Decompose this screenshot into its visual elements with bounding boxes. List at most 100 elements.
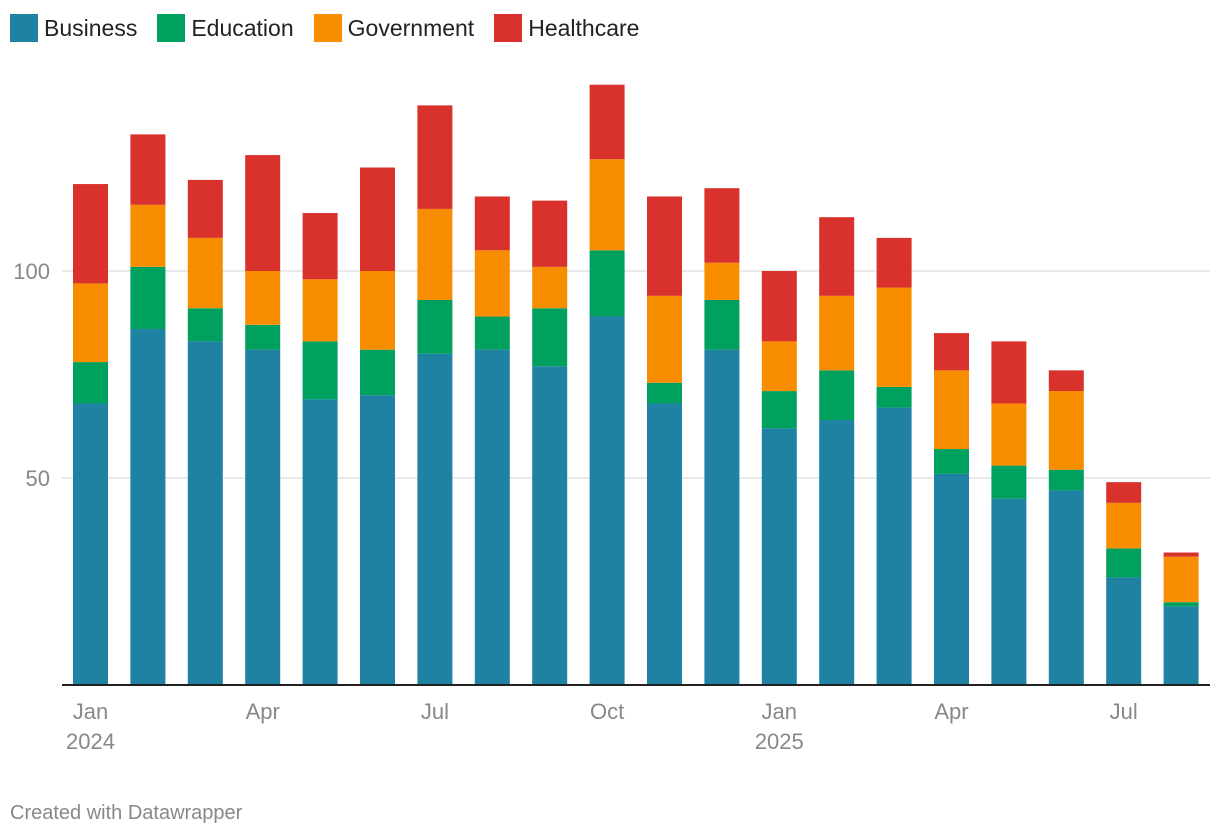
bar-government-apr-2025 <box>934 370 969 450</box>
bar-healthcare-jan-2025 <box>761 271 797 342</box>
bar-healthcare-oct-2024 <box>589 84 625 160</box>
bar-education-mar-2024 <box>187 308 223 342</box>
bar-healthcare-sep-2024 <box>532 200 568 267</box>
bar-government-may-2025 <box>991 403 1027 466</box>
bar-business-may-2024 <box>302 399 338 685</box>
bar-government-jul-2025 <box>1106 502 1142 549</box>
bar-education-feb-2025 <box>819 370 855 421</box>
bar-government-dec-2024 <box>704 262 740 300</box>
bar-government-nov-2024 <box>647 295 682 383</box>
datawrapper-credit: Created with Datawrapper <box>10 802 243 824</box>
bar-healthcare-jun-2025 <box>1048 370 1084 392</box>
bar-business-mar-2024 <box>187 341 223 685</box>
legend-swatch-government <box>313 14 342 42</box>
bar-government-sep-2024 <box>532 266 568 309</box>
bar-government-jan-2024 <box>73 283 108 363</box>
bar-healthcare-aug-2024 <box>474 196 510 251</box>
bar-healthcare-feb-2024 <box>130 134 166 205</box>
bar-business-jun-2024 <box>360 395 395 685</box>
bar-business-dec-2024 <box>704 349 740 685</box>
x-tick-label-jul-6: Jul <box>421 699 449 724</box>
x-tick-label-apr-15: Apr <box>934 699 968 724</box>
legend-label-education: Education <box>191 14 294 41</box>
legend-label-business: Business <box>44 14 138 41</box>
bar-healthcare-may-2024 <box>302 213 338 280</box>
legend-swatch-education <box>157 14 186 42</box>
bar-education-jan-2025 <box>761 391 797 429</box>
x-tick-label-jul-18: Jul <box>1110 699 1138 724</box>
bar-business-oct-2024 <box>589 316 625 685</box>
bar-government-mar-2024 <box>187 237 223 309</box>
bar-government-aug-2025 <box>1163 556 1199 603</box>
legend-label-government: Government <box>347 14 475 41</box>
legend: Business Education Government Healthcare <box>10 12 659 44</box>
x-tick-label-apr-3: Apr <box>246 699 280 724</box>
bar-business-nov-2024 <box>647 403 682 685</box>
bar-healthcare-aug-2025 <box>1163 552 1199 557</box>
bar-business-sep-2024 <box>532 366 568 685</box>
bar-healthcare-jun-2024 <box>360 167 395 271</box>
bar-business-apr-2025 <box>934 473 969 685</box>
bar-education-may-2025 <box>991 465 1027 499</box>
bar-government-feb-2024 <box>130 204 166 267</box>
bar-education-jul-2024 <box>417 299 453 354</box>
bar-education-may-2024 <box>302 341 338 400</box>
x-tick-year-2024: 2024 <box>66 729 115 754</box>
bar-healthcare-mar-2024 <box>187 179 223 238</box>
bar-business-aug-2024 <box>474 349 510 685</box>
legend-swatch-business <box>10 14 38 42</box>
x-tick-year-2025: 2025 <box>755 729 804 754</box>
legend-item-healthcare: Healthcare <box>494 14 639 42</box>
bar-business-aug-2025 <box>1163 606 1199 685</box>
bar-healthcare-jul-2024 <box>417 105 453 209</box>
bar-education-apr-2025 <box>934 449 969 474</box>
bar-business-jul-2025 <box>1106 577 1142 685</box>
bar-education-aug-2024 <box>474 316 510 350</box>
bar-government-apr-2024 <box>245 271 281 325</box>
bar-business-may-2025 <box>991 498 1027 685</box>
legend-item-education: Education <box>157 14 294 42</box>
bar-business-jan-2024 <box>73 403 108 685</box>
bar-healthcare-apr-2024 <box>245 155 281 271</box>
bar-healthcare-dec-2024 <box>704 188 740 263</box>
bar-business-jan-2025 <box>761 428 797 685</box>
y-tick-label-100: 100 <box>13 259 50 284</box>
bar-business-apr-2024 <box>245 349 281 685</box>
x-tick-label-jan-2024: Jan <box>73 699 108 724</box>
bar-education-nov-2024 <box>647 382 682 404</box>
bar-government-aug-2024 <box>474 250 510 317</box>
legend-swatch-healthcare <box>494 14 523 42</box>
legend-item-business: Business <box>10 14 137 42</box>
bar-education-oct-2024 <box>589 250 625 317</box>
x-tick-label-jan-2025: Jan <box>762 699 797 724</box>
bar-education-feb-2024 <box>130 266 166 329</box>
bar-education-jun-2025 <box>1048 469 1084 491</box>
bar-education-dec-2024 <box>704 299 740 350</box>
bar-education-apr-2024 <box>245 324 281 350</box>
bar-healthcare-jul-2025 <box>1106 482 1142 503</box>
bar-education-jun-2024 <box>360 349 395 396</box>
bar-business-jul-2024 <box>417 353 453 685</box>
y-tick-label-50: 50 <box>26 466 50 491</box>
bar-education-mar-2025 <box>876 386 912 408</box>
bar-government-jul-2024 <box>417 208 453 300</box>
bar-education-sep-2024 <box>532 308 568 367</box>
bar-business-feb-2024 <box>130 328 166 685</box>
bar-government-may-2024 <box>302 279 338 342</box>
legend-item-government: Government <box>313 14 475 42</box>
bar-healthcare-nov-2024 <box>647 196 682 296</box>
legend-label-healthcare: Healthcare <box>528 14 640 41</box>
x-tick-label-oct-9: Oct <box>590 699 624 724</box>
bar-healthcare-feb-2025 <box>819 217 855 296</box>
bar-government-oct-2024 <box>589 159 625 251</box>
bar-healthcare-may-2025 <box>991 341 1027 404</box>
bar-business-feb-2025 <box>819 420 855 685</box>
bar-education-jan-2024 <box>73 362 108 404</box>
bar-healthcare-mar-2025 <box>876 237 912 288</box>
bar-education-aug-2025 <box>1163 602 1199 607</box>
bar-government-jun-2025 <box>1048 391 1084 470</box>
bar-healthcare-apr-2025 <box>934 333 969 371</box>
bar-government-jan-2025 <box>761 341 797 392</box>
bar-government-feb-2025 <box>819 295 855 371</box>
